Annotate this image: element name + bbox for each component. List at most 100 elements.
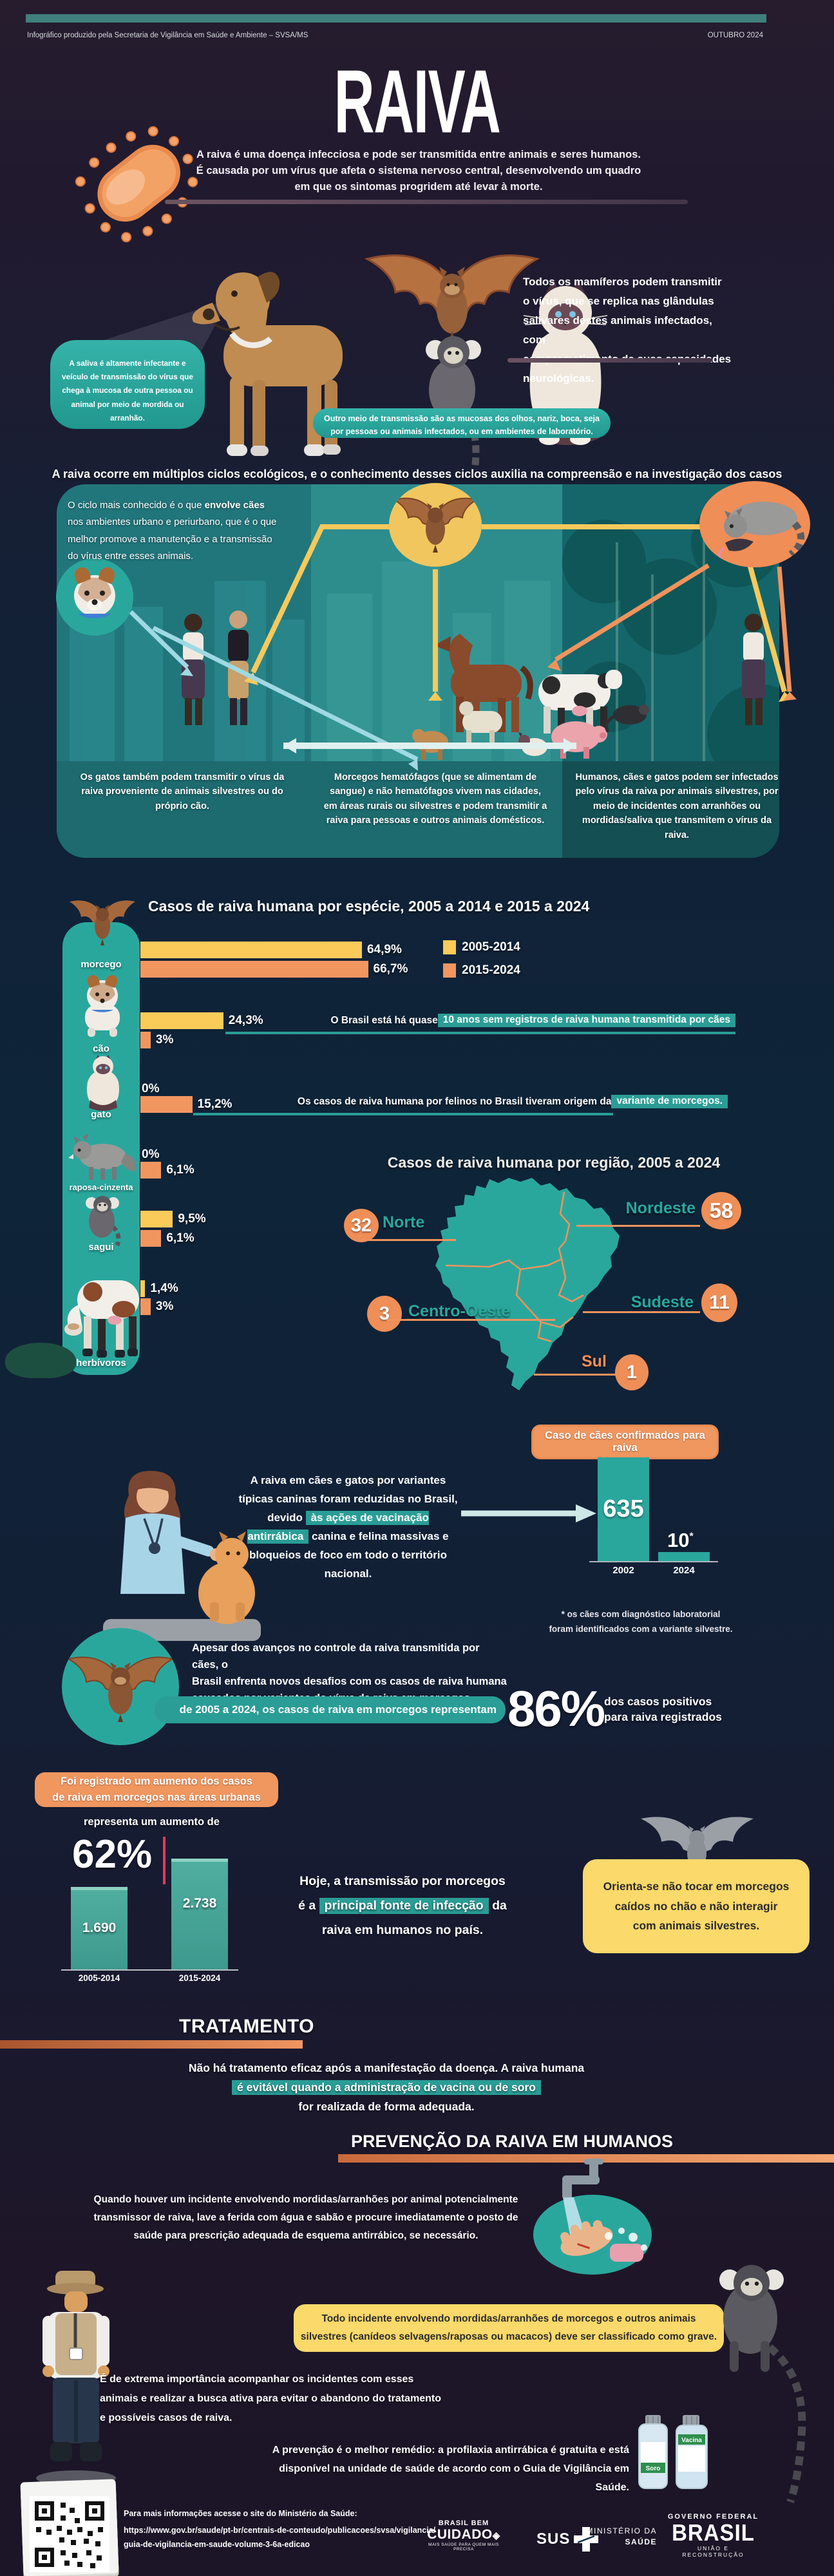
annotation-gato-underline xyxy=(193,1113,613,1115)
dog-cycle-icon xyxy=(74,567,115,619)
bar-2002-value: 635 xyxy=(603,1495,644,1522)
legend-swatch-orange xyxy=(443,963,456,978)
marmoset-on-box-icon xyxy=(719,2265,806,2503)
bat-main-message: Hoje, a transmissão por morcegos é a pri… xyxy=(298,1874,507,1937)
badge-sudeste: 11 xyxy=(701,1283,737,1322)
bar-sagui-2015: 6,1% xyxy=(140,1230,194,1247)
urban-axis xyxy=(61,1969,238,1971)
treatment-heading: TRATAMENTO xyxy=(179,2016,314,2037)
bar-2024-value: 10* xyxy=(667,1529,694,1551)
bat-cycle-circle xyxy=(389,483,482,567)
mucosa-line: Outro meio de transmissão são as mucosas… xyxy=(324,414,600,423)
stat-86: 86% xyxy=(507,1680,605,1737)
species-label-sagui: sagui xyxy=(88,1242,114,1253)
logo-sus: SUS xyxy=(536,2526,600,2553)
saliva-bubble-text: A saliva é altamente infectante e veícul… xyxy=(62,359,193,422)
bats-band-text: de 2005 a 2024, os casos de raiva em mor… xyxy=(179,1703,497,1716)
bar-gato-2015: 15,2% xyxy=(140,1096,232,1113)
caption-humans: Humanos, cães e gatos podem ser infectad… xyxy=(575,772,779,840)
treatment-highlight: é evitável quando a administração de vac… xyxy=(232,2080,541,2095)
advice-box: Orienta-se não tocar em morcegos caídos … xyxy=(583,1859,810,1953)
logo-brasil-bem-cuidado: BRASIL BEM CUIDADO◈ MAIS SAÚDE PARA QUEM… xyxy=(427,2519,500,2552)
bar-morcego-2015: 66,7% xyxy=(140,961,408,978)
bar-gato-2005: 0% xyxy=(142,1082,160,1095)
intro-line: É causada por um vírus que afeta o siste… xyxy=(196,165,641,176)
dog-chart-footnote: * os cães com diagnóstico laboratorial f… xyxy=(549,1609,733,1634)
diamond-icon: ◈ xyxy=(492,2530,500,2541)
fox-species-icon xyxy=(68,1133,136,1180)
callout-line-centro-oeste xyxy=(386,1319,555,1321)
bat-circle-icon xyxy=(66,1656,175,1722)
bar-2002: 635 xyxy=(598,1457,649,1561)
top-strip xyxy=(26,14,766,23)
urban-axis-label-1: 2005-2014 xyxy=(78,1973,120,1983)
bar-cao-2005: 24,3% xyxy=(140,1012,263,1029)
prevention-note: A prevenção é o melhor remédio: a profil… xyxy=(272,2445,629,2493)
bat-species-icon xyxy=(70,900,135,945)
stat-62: 62% xyxy=(72,1832,153,1877)
intro-line: em que os sintomas progridem até levar à… xyxy=(294,181,543,193)
issue-date: OUTUBRO 2024 xyxy=(707,32,763,39)
warning-box: Todo incidente envolvendo mordidas/arran… xyxy=(294,2304,724,2352)
prevention-paragraph: Quando houver um incidente envolvendo mo… xyxy=(93,2194,518,2241)
treatment-bar xyxy=(0,2040,303,2049)
urban-bar-1-value: 1.690 xyxy=(82,1920,117,1935)
legend-swatch-yellow xyxy=(443,940,456,954)
vial-soro-label: Soro xyxy=(646,2465,661,2472)
gray-bat-icon xyxy=(641,1817,753,1886)
bat-cycle-icon xyxy=(392,497,479,553)
bar-herbivoros-2015: 3% xyxy=(140,1298,173,1315)
bat-circle xyxy=(62,1628,179,1745)
label-centro-oeste: Centro-Oeste xyxy=(408,1302,511,1320)
handwashing-icon xyxy=(533,2159,652,2275)
bar-2024 xyxy=(658,1552,710,1561)
bar-raposa-2015: 6,1% xyxy=(140,1162,194,1179)
legend-2005-2014: 2005-2014 xyxy=(443,940,520,954)
divider xyxy=(507,358,712,363)
cow-species-icon xyxy=(64,1280,139,1358)
qr-code xyxy=(30,2496,109,2572)
vet-illustration xyxy=(103,1470,261,1641)
bar-morcego-2005: 64,9% xyxy=(140,942,402,958)
species-label-gato: gato xyxy=(91,1109,111,1120)
mammals-line: o vírus, que se replica nas glândulas xyxy=(523,295,714,307)
cycles-note: O ciclo mais conhecido é o que envolve c… xyxy=(68,497,280,565)
wild-animal-circle xyxy=(699,481,810,567)
species-label-cao: cão xyxy=(93,1043,109,1054)
marmoset-illustration xyxy=(426,336,481,470)
bush xyxy=(5,1343,76,1378)
prevention-bar xyxy=(338,2154,834,2163)
bar-sagui-2005: 9,5% xyxy=(140,1211,206,1227)
caption-cats: Os gatos também podem transmitir o vírus… xyxy=(80,772,285,811)
goat xyxy=(459,701,502,747)
dog-cases-box-title: Caso de cães confirmados para raiva xyxy=(545,1430,705,1454)
prevention-heading: PREVENÇÃO DA RAIVA EM HUMANOS xyxy=(350,2132,674,2151)
cycles-heading: A raiva ocorre em múltiplos ciclos ecoló… xyxy=(52,468,782,480)
axis-year-2002: 2002 xyxy=(612,1565,634,1576)
callout-line-sul xyxy=(534,1374,616,1376)
producer-note: Infográfico produzido pela Secretaria de… xyxy=(27,32,308,39)
dog-illustration xyxy=(192,272,343,456)
axis-year-2024: 2024 xyxy=(673,1565,695,1576)
callout-line-sudeste xyxy=(583,1311,700,1313)
followup-text: É de extrema importância acompanhar os i… xyxy=(100,2374,441,2423)
legend-label: 2015-2024 xyxy=(462,963,520,977)
page-title: RAIVA xyxy=(334,52,501,153)
rabies-virus-icon xyxy=(75,126,198,243)
legend-2015-2024: 2015-2024 xyxy=(443,963,520,978)
label-sudeste: Sudeste xyxy=(630,1293,694,1311)
intro-line: A raiva é uma doença infecciosa e pode s… xyxy=(196,149,641,160)
species-label-herbivoros: herbívoros xyxy=(76,1358,126,1368)
callout-line-nordeste xyxy=(576,1225,700,1227)
intro-text: A raiva é uma doença infecciosa e pode s… xyxy=(129,147,708,195)
annotation-highlight: variante de morcegos. xyxy=(611,1095,728,1108)
increase-indicator-line xyxy=(163,1837,166,1884)
cycles-note-post: nos ambientes urbano e periurbano, que é… xyxy=(68,516,277,562)
cycles-note-bold: envolve cães xyxy=(204,500,265,511)
logo-governo-federal: GOVERNO FEDERAL BRASIL UNIÃO E RECONSTRU… xyxy=(667,2513,759,2558)
label-sul: Sul xyxy=(582,1352,607,1370)
urban-lead: representa um aumento de xyxy=(84,1816,220,1828)
label-nordeste: Nordeste xyxy=(625,1199,696,1217)
dog-control-text: A raiva em cães e gatos por variantes tí… xyxy=(238,1474,458,1580)
